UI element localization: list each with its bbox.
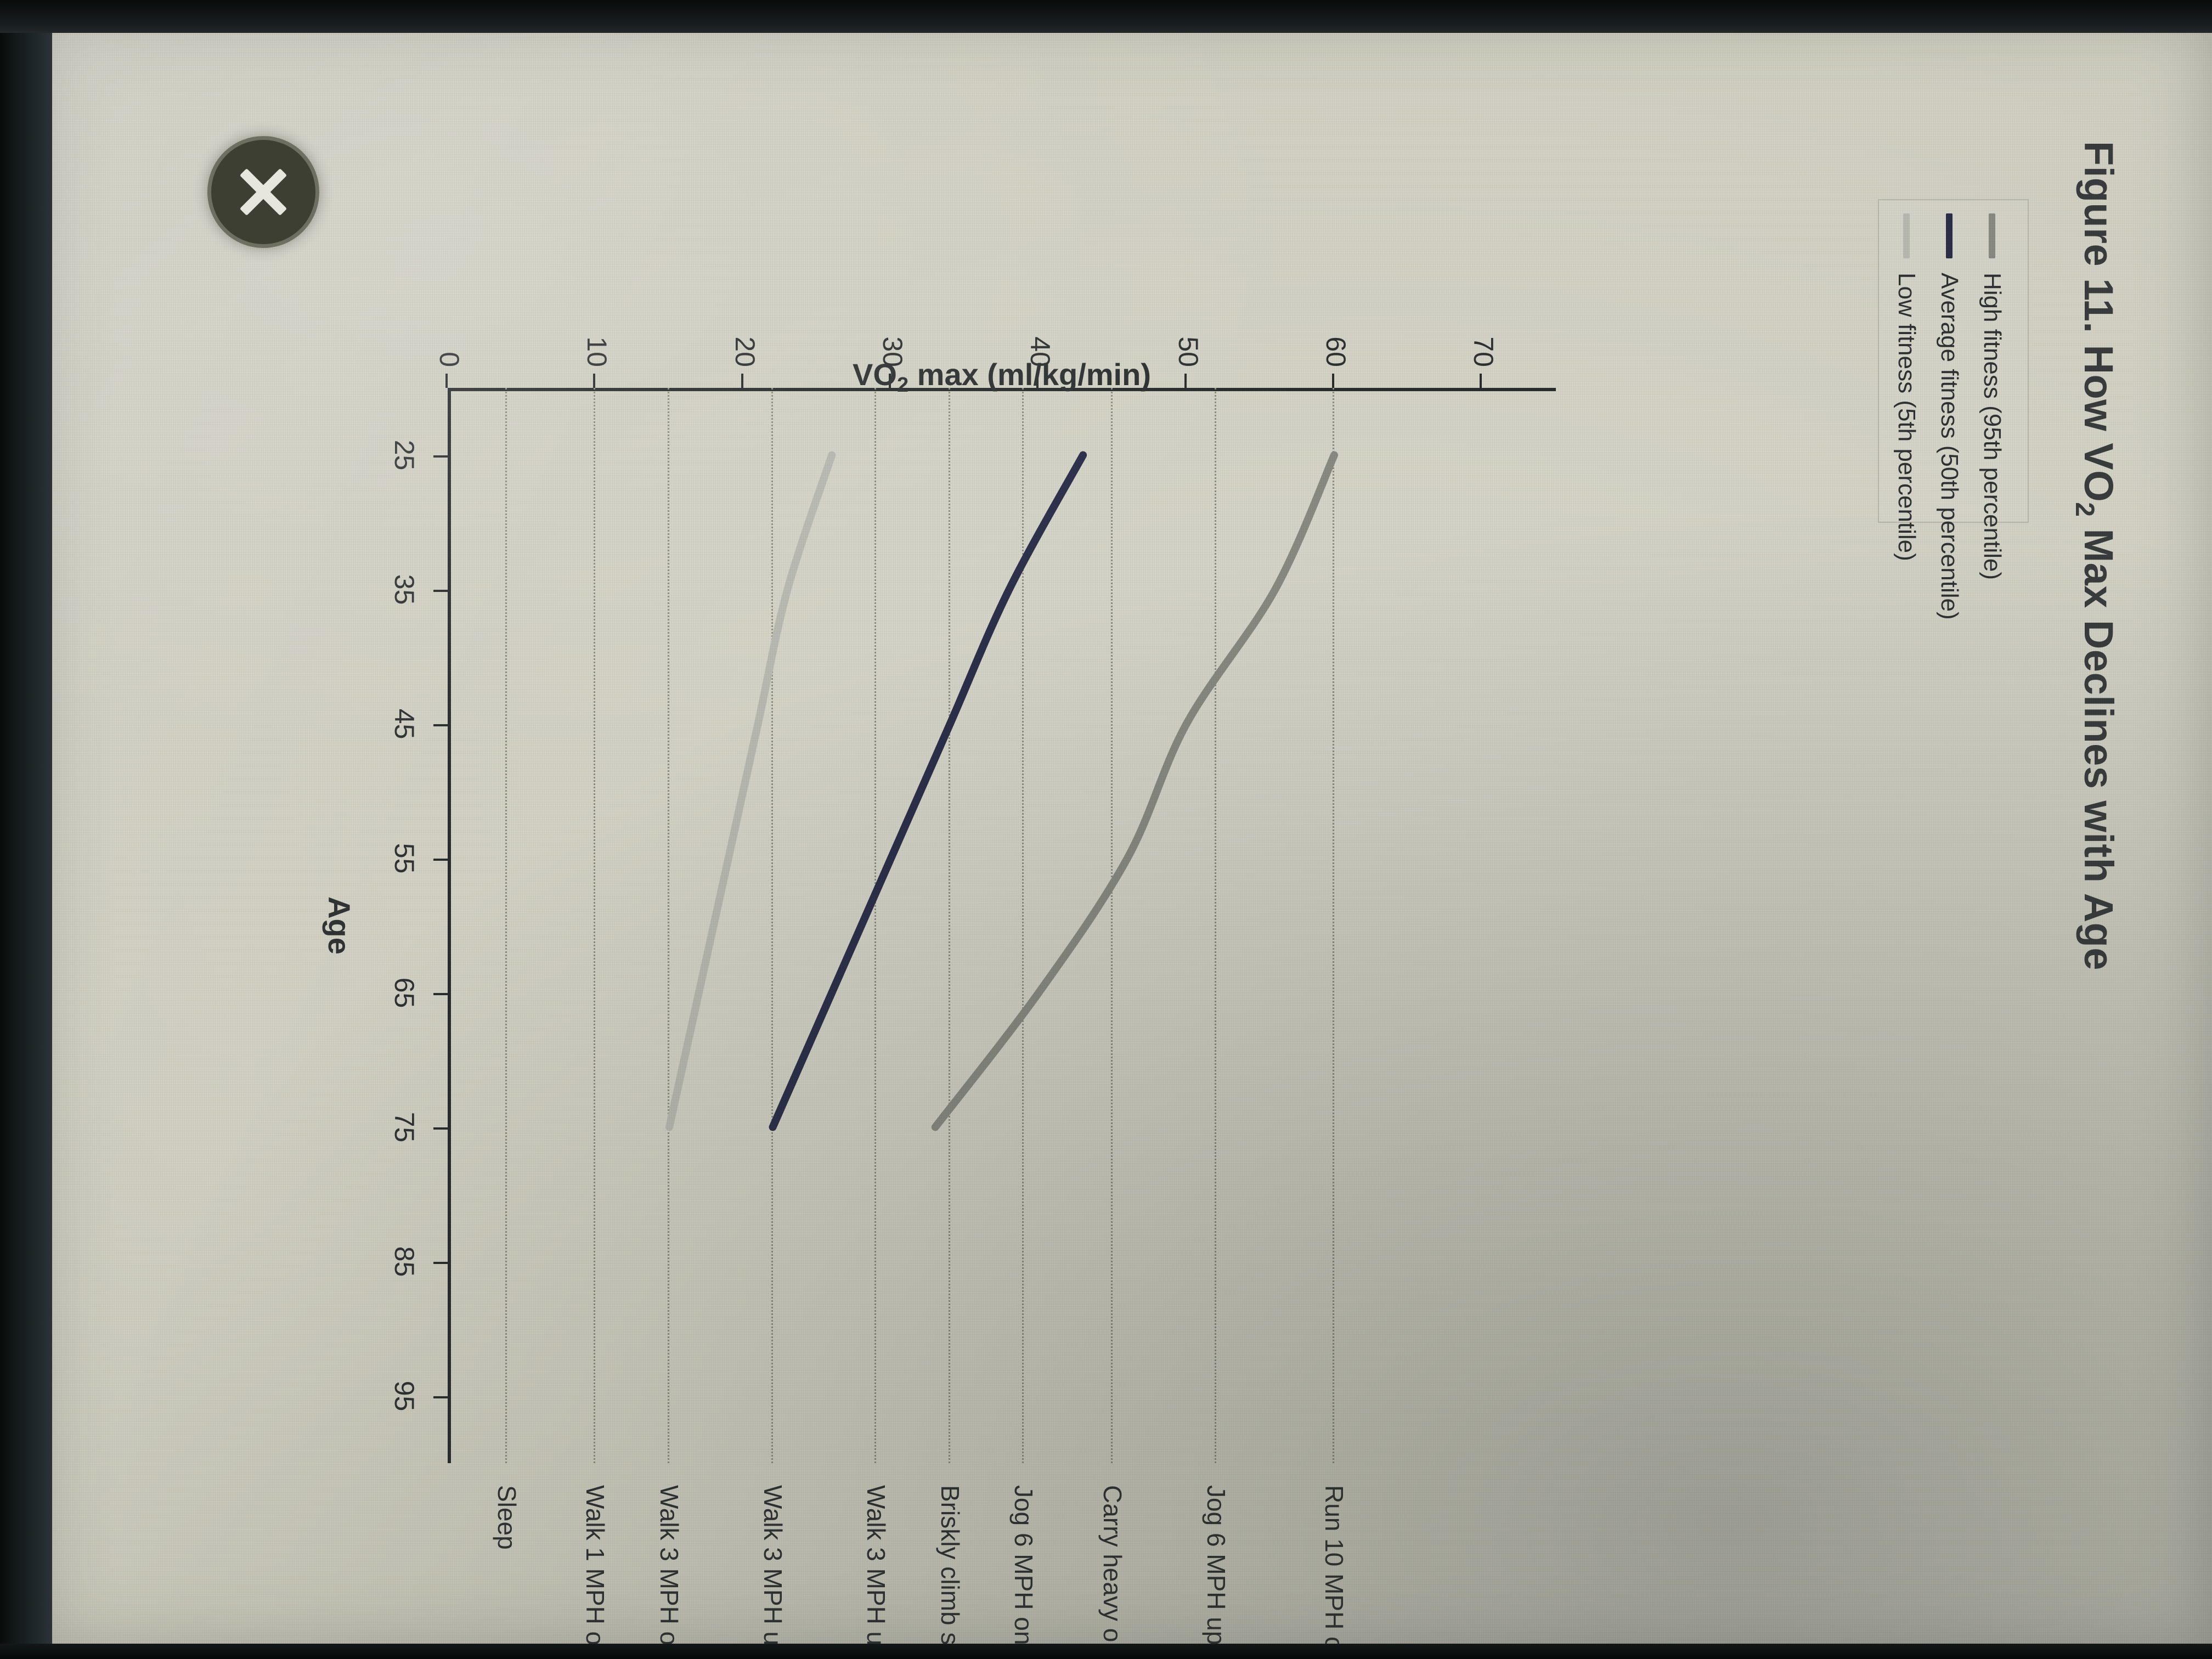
device-bezel-bottom <box>0 1644 2212 1659</box>
legend-item-label: Average fitness (50th percentile) <box>1936 273 1963 620</box>
x-tick-label: 45 <box>389 708 420 740</box>
series-line <box>931 451 1338 1131</box>
device-screen: Figure 11. How VO2 Max Declines with Age… <box>33 12 2212 1659</box>
figure: Figure 11. How VO2 Max Declines with Age… <box>42 37 2203 1659</box>
x-tick-label: 25 <box>389 439 420 471</box>
y-tick-mark <box>1332 374 1334 388</box>
activity-threshold-label: Jog 6 MPH on flat ground <box>1009 1485 1039 1659</box>
activity-label-text: Briskly climb stairs <box>935 1485 964 1659</box>
activity-label-text: Walk 3 MPH up steep hill <box>862 1485 891 1659</box>
figure-rotation-wrapper: Figure 11. How VO2 Max Declines with Age… <box>42 37 2203 1659</box>
activity-label-text: Walk 3 MPH up slight incline <box>758 1485 787 1659</box>
activity-label-text: Walk 1 MPH on flat ground <box>581 1485 610 1659</box>
y-tick-mark <box>741 374 743 388</box>
chart-legend: High fitness (95th percentile) Average fi… <box>1878 199 2029 620</box>
activity-label-text: Run 10 MPH on flat ground <box>1320 1485 1348 1659</box>
device-bezel-top <box>0 0 2212 33</box>
x-tick-label: 85 <box>389 1246 420 1277</box>
x-tick-mark <box>433 1127 448 1130</box>
close-x-icon <box>235 163 292 221</box>
activity-label-text: Jog 6 MPH on flat ground <box>1009 1485 1039 1659</box>
activity-label-text: Walk 3 MPH on flat ground <box>655 1485 684 1659</box>
activity-label-text: Jog 6 MPH up steep hill <box>1201 1485 1231 1659</box>
activity-label-text: Sleep <box>492 1485 521 1550</box>
x-tick-label: 55 <box>389 843 420 874</box>
activity-threshold-label: Carry heavy object upstairs (e.g., 75 lb… <box>1098 1485 1127 1659</box>
y-tick-label: 0 <box>434 352 465 367</box>
series-line <box>665 451 836 1131</box>
legend-item: Low fitness (5th percentile) <box>1885 213 1928 561</box>
y-tick-label: 70 <box>1468 336 1499 367</box>
x-tick-label: 75 <box>389 1111 420 1143</box>
y-axis-title-units: max (ml/kg/min) <box>909 357 1151 392</box>
y-axis-title-text: VO <box>853 357 897 392</box>
x-tick-label: 65 <box>389 977 420 1008</box>
legend-item: Average fitness (50th percentile) <box>1928 213 1971 620</box>
x-tick-mark <box>433 1261 448 1264</box>
legend-item-label: Low fitness (5th percentile) <box>1893 273 1920 561</box>
y-axis-title: VO2 max (ml/kg/min) <box>755 357 1249 397</box>
series-line <box>769 451 1087 1131</box>
activity-threshold-label: Walk 3 MPH up slight incline (5% grade) <box>758 1485 788 1659</box>
y-tick-mark <box>593 374 596 388</box>
x-tick-label: 35 <box>389 574 420 605</box>
x-tick-mark <box>433 589 448 592</box>
activity-threshold-label: Walk 3 MPH up steep hill (10% grade) <box>861 1485 891 1659</box>
activity-threshold-label: Sleep <box>492 1485 522 1550</box>
legend-swatch <box>1903 213 1910 258</box>
y-tick-label: 60 <box>1321 336 1351 367</box>
x-tick-mark <box>433 858 448 861</box>
legend-item-label: High fitness (95th percentile) <box>1979 273 2006 580</box>
activity-threshold-label: Walk 1 MPH on flat ground <box>580 1485 610 1659</box>
series-curves <box>665 451 1338 1131</box>
activity-label-text: Carry heavy object upstairs <box>1098 1485 1127 1659</box>
legend-swatch <box>1989 213 1995 258</box>
activity-threshold-label: Walk 3 MPH on flat ground <box>654 1485 684 1659</box>
y-tick-mark <box>445 374 448 388</box>
legend-swatch <box>1946 213 1953 258</box>
x-tick-label: 95 <box>389 1380 420 1412</box>
figure-title: Figure 11. How VO2 Max Declines with Age <box>2069 141 2122 970</box>
device-bezel-left <box>0 0 52 1659</box>
activity-threshold-label: Jog 6 MPH up steep hill (10% grade) <box>1201 1485 1231 1659</box>
activity-threshold-label: Briskly climb stairs <box>935 1485 965 1659</box>
activity-threshold-label: Run 10 MPH on flat ground <box>1319 1485 1349 1659</box>
x-tick-mark <box>433 992 448 995</box>
figure-title-suffix: Max Declines with Age <box>2076 517 2121 971</box>
y-axis-title-subscript: 2 <box>896 374 909 397</box>
x-tick-mark <box>433 455 448 458</box>
x-tick-mark <box>433 1396 448 1398</box>
close-button[interactable] <box>207 136 319 248</box>
figure-title-subscript: 2 <box>2070 502 2100 517</box>
legend-item: High fitness (95th percentile) <box>1971 213 2013 580</box>
plot-area: 0 10 20 30 40 50 60 70 25 35 45 55 65 75 85 95 Run 10 … <box>322 336 1556 1659</box>
x-tick-mark <box>433 724 448 726</box>
y-tick-mark <box>1480 374 1482 388</box>
figure-title-prefix: Figure 11. How VO <box>2076 141 2121 503</box>
y-tick-label: 10 <box>582 336 613 367</box>
x-axis-title: Age <box>322 896 357 955</box>
